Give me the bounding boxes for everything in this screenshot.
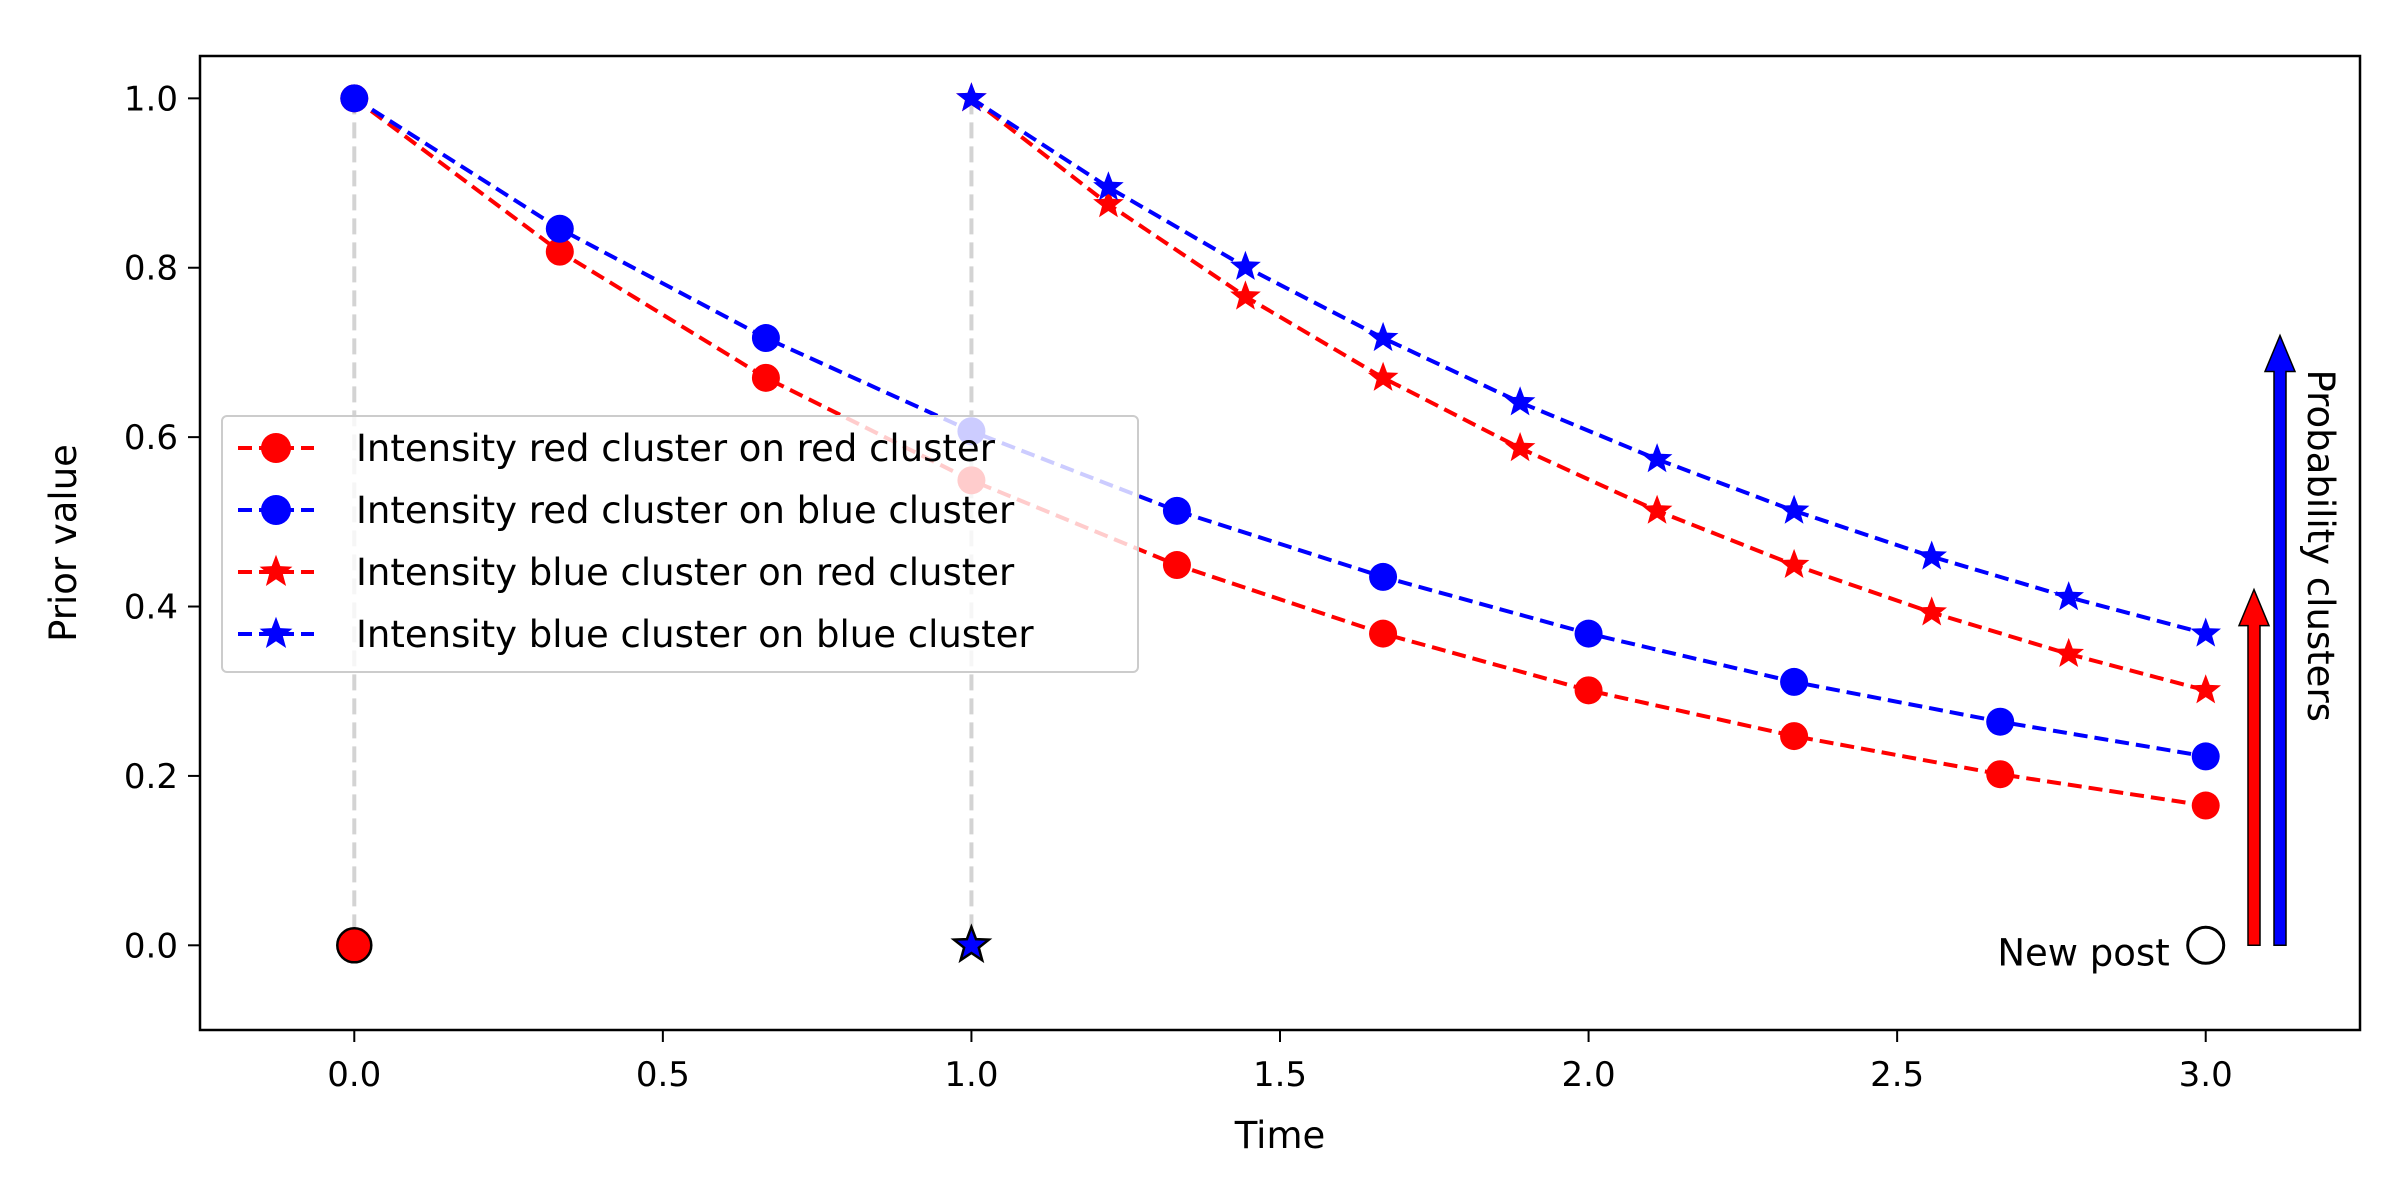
data-point bbox=[2190, 674, 2221, 704]
x-tick-label: 1.0 bbox=[944, 1055, 998, 1095]
probability-clusters-label: Probability clusters bbox=[2299, 369, 2342, 721]
data-point bbox=[1574, 676, 1603, 705]
data-point bbox=[1504, 386, 1536, 416]
data-point bbox=[1367, 321, 1399, 352]
series-line bbox=[353, 96, 2207, 759]
series-line bbox=[353, 96, 2207, 808]
data-point bbox=[1778, 494, 1810, 524]
data-point bbox=[956, 82, 987, 112]
data-point bbox=[340, 84, 369, 113]
data-point bbox=[1780, 667, 1809, 696]
data-point bbox=[1778, 548, 1810, 578]
data-point bbox=[1504, 432, 1536, 462]
x-tick-label: 1.5 bbox=[1253, 1055, 1307, 1095]
y-tick-label: 1.0 bbox=[124, 79, 178, 119]
data-point bbox=[1574, 619, 1603, 648]
data-point bbox=[751, 363, 780, 392]
legend: Intensity red cluster on red cluster Inte… bbox=[221, 415, 1139, 673]
data-point bbox=[1986, 707, 2015, 736]
series-1 bbox=[340, 84, 2220, 820]
data-point bbox=[1162, 496, 1191, 525]
series-line bbox=[970, 96, 2207, 693]
x-tick-label: 2.5 bbox=[1870, 1055, 1924, 1095]
data-point bbox=[1780, 722, 1809, 751]
event-marker-circle bbox=[336, 927, 373, 964]
legend-label: Intensity blue cluster on blue cluster bbox=[356, 613, 1034, 656]
legend-marker bbox=[261, 495, 291, 525]
series-3 bbox=[956, 82, 2221, 704]
legend-entry: Intensity blue cluster on red cluster bbox=[238, 551, 1015, 594]
series-4 bbox=[956, 82, 2221, 647]
legend-label: Intensity red cluster on red cluster bbox=[356, 427, 996, 470]
legend-marker bbox=[259, 616, 293, 648]
legend-entry: Intensity red cluster on blue cluster bbox=[238, 489, 1015, 532]
y-tick-label: 0.0 bbox=[124, 926, 178, 966]
legend-entry: Intensity red cluster on red cluster bbox=[238, 427, 996, 470]
event-markers bbox=[336, 923, 993, 964]
x-tick-label: 0.0 bbox=[327, 1055, 381, 1095]
data-point bbox=[1641, 443, 1673, 473]
red-probability-arrow bbox=[2237, 587, 2271, 947]
x-axis-title: Time bbox=[1234, 1114, 1326, 1157]
event-marker-star bbox=[950, 923, 993, 964]
data-point bbox=[1093, 188, 1124, 218]
x-tick-label: 3.0 bbox=[2179, 1055, 2233, 1095]
data-point bbox=[1367, 361, 1399, 391]
legend-label: Intensity red cluster on blue cluster bbox=[356, 489, 1015, 532]
new-post-marker bbox=[2186, 925, 2226, 965]
axes: 0.0 0.5 1.0 1.5 2.0 2.5 3.0 0.0 0.2 0.4 0.6 0.8 1.0 T… bbox=[42, 79, 2233, 1157]
data-point bbox=[1916, 596, 1947, 626]
data-point bbox=[1641, 494, 1673, 524]
legend-marker bbox=[261, 433, 291, 463]
data-point bbox=[1162, 551, 1191, 580]
data-point bbox=[2053, 637, 2084, 667]
legend-label: Intensity blue cluster on red cluster bbox=[356, 551, 1015, 594]
y-tick-label: 0.4 bbox=[124, 588, 178, 628]
y-tick-label: 0.2 bbox=[124, 757, 178, 797]
annotations: New post Probability clusters bbox=[1997, 333, 2342, 974]
data-point bbox=[2190, 617, 2221, 647]
x-tick-label: 2.0 bbox=[1562, 1055, 1616, 1095]
data-point bbox=[1230, 250, 1261, 280]
data-point bbox=[751, 324, 780, 353]
legend-box bbox=[221, 415, 1139, 673]
data-point bbox=[1986, 760, 2015, 789]
data-point bbox=[545, 214, 574, 243]
y-tick-label: 0.6 bbox=[124, 418, 178, 458]
data-point bbox=[2191, 791, 2220, 820]
data-point bbox=[1230, 280, 1261, 310]
x-tick-label: 0.5 bbox=[636, 1055, 690, 1095]
legend-entry: Intensity blue cluster on blue cluster bbox=[238, 613, 1034, 656]
data-point bbox=[2191, 742, 2220, 771]
data-point bbox=[1093, 171, 1124, 201]
series-layer bbox=[340, 82, 2221, 820]
y-axis-title: Prior value bbox=[42, 444, 85, 642]
data-point bbox=[545, 237, 574, 266]
data-point bbox=[2053, 581, 2084, 611]
data-point bbox=[1369, 619, 1398, 648]
series-line bbox=[970, 96, 2207, 636]
y-tick-label: 0.8 bbox=[124, 249, 178, 289]
new-post-label: New post bbox=[1997, 931, 2169, 974]
legend-marker bbox=[259, 554, 293, 586]
data-point bbox=[1916, 540, 1947, 570]
blue-probability-arrow bbox=[2263, 333, 2297, 947]
data-point bbox=[1369, 562, 1398, 591]
